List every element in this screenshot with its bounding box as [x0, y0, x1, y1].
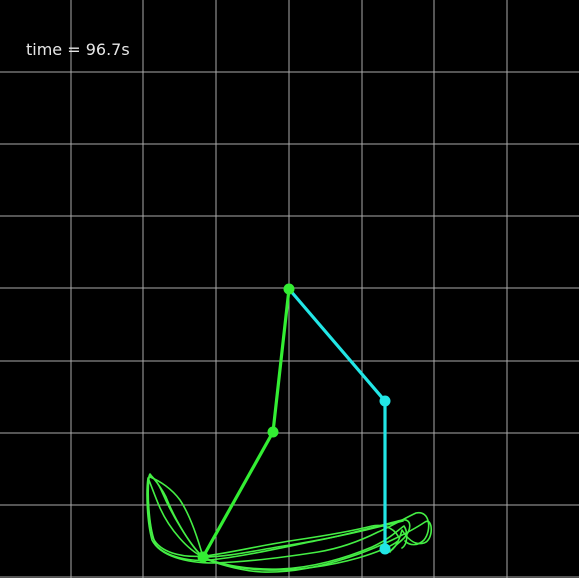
pendulum-b-joint[interactable] [379, 395, 391, 407]
pendulum-a-arm-upper [271, 287, 291, 434]
pendulum-a [197, 287, 291, 563]
pendulum-a-arm-lower [201, 430, 275, 559]
pendulum-b-arm-upper [287, 287, 387, 403]
trail-path [202, 525, 408, 570]
trail-path [202, 520, 433, 573]
pendulum-b-bob[interactable] [379, 543, 391, 555]
trail-path [147, 473, 399, 558]
pendulum-a-bob[interactable] [197, 551, 209, 563]
trail-path [146, 477, 430, 564]
pendulum-b [287, 287, 391, 555]
pivot-point[interactable] [283, 283, 295, 295]
trail-path [149, 476, 204, 558]
time-readout: time = 96.7s [26, 40, 130, 59]
pendulum-a-joint[interactable] [267, 426, 279, 438]
